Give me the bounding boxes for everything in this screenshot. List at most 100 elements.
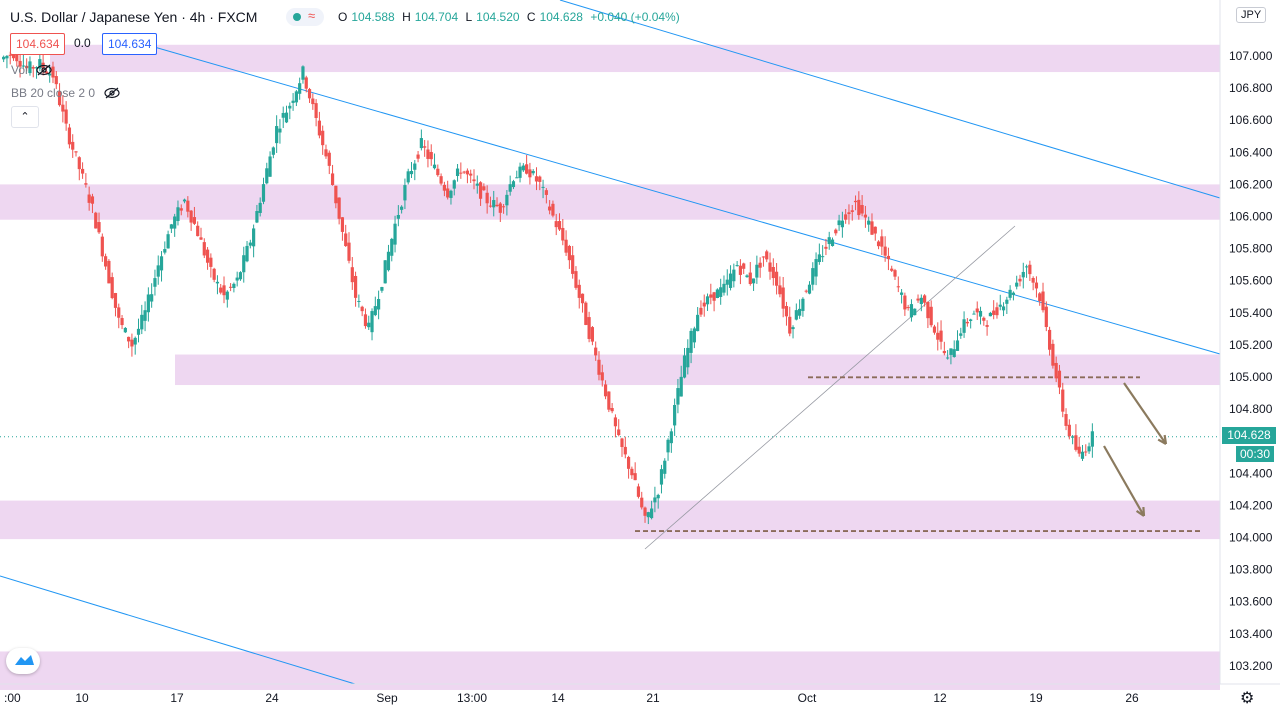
price-tick-label: 103.600: [1229, 595, 1273, 609]
price-tick-label: 106.800: [1229, 81, 1273, 95]
candle-body: [939, 330, 943, 342]
price-tick-label: 105.000: [1229, 370, 1273, 384]
candle-body: [54, 76, 58, 85]
candle-body: [666, 439, 670, 453]
candle-body: [406, 171, 410, 183]
candle-body: [561, 227, 565, 241]
volume-indicator-label[interactable]: Vol: [11, 63, 28, 77]
candle-body: [597, 359, 601, 375]
candle-body: [284, 112, 289, 123]
time-tick-label: 24: [265, 691, 279, 705]
candle-body: [840, 220, 844, 228]
candle-body: [15, 50, 19, 62]
candle-body: [781, 287, 785, 309]
ohlc-close-value: 104.628: [539, 10, 583, 24]
candle-body: [449, 190, 453, 198]
candle-body: [21, 65, 25, 67]
currency-badge[interactable]: JPY: [1236, 7, 1267, 23]
candle-body: [413, 163, 417, 170]
candle-body: [222, 285, 226, 296]
candle-body: [623, 446, 627, 455]
sell-price-button[interactable]: 104.634: [10, 33, 66, 55]
candle-body: [357, 300, 361, 302]
candle-body: [485, 192, 489, 204]
last-price-label: 104.628: [1222, 427, 1276, 444]
candle-body: [192, 217, 197, 224]
candle-body: [853, 200, 858, 203]
descending-trendline: [129, 39, 1221, 355]
candle-body: [482, 186, 486, 191]
price-tick-label: 106.000: [1229, 210, 1273, 224]
candle-body: [978, 310, 983, 317]
candle-body: [252, 228, 256, 247]
time-tick-label: 14: [551, 691, 565, 705]
candle-body: [788, 316, 792, 334]
ohlc-low-key: L: [465, 10, 473, 24]
candle-body: [179, 208, 183, 211]
settings-gear-icon[interactable]: ⚙: [1240, 690, 1255, 707]
candle-body: [896, 286, 900, 288]
candle-body: [1090, 431, 1094, 447]
candle-body: [248, 242, 252, 246]
candle-body: [1034, 282, 1039, 289]
hidden-eye-icon[interactable]: [104, 87, 120, 99]
candle-body: [1077, 446, 1081, 454]
hidden-eye-icon[interactable]: [36, 64, 52, 76]
candle-body: [304, 77, 308, 89]
candle-body: [1080, 451, 1085, 459]
candle-body: [495, 204, 499, 207]
symbol-title[interactable]: U.S. Dollar / Japanese Yen · 4h · FXCM: [10, 9, 258, 25]
candle-body: [893, 270, 897, 277]
candle-body: [298, 83, 302, 94]
candle-body: [830, 239, 835, 247]
candle-body: [363, 314, 368, 327]
candle-body: [722, 283, 726, 293]
candle-body: [1071, 436, 1075, 438]
candle-body: [242, 255, 246, 273]
candle-body: [962, 319, 966, 333]
candle-body: [574, 271, 578, 288]
candle-body: [850, 210, 854, 212]
candle-body: [396, 215, 400, 219]
candle-body: [712, 292, 716, 301]
bollinger-indicator-label[interactable]: BB 20 close 2 0: [11, 86, 96, 100]
candle-body: [659, 469, 664, 485]
candle-body: [317, 120, 322, 136]
candle-body: [817, 254, 821, 263]
candle-body: [367, 322, 371, 328]
candle-body: [732, 269, 736, 282]
candle-body: [275, 126, 279, 144]
forecast-arrow: [1123, 382, 1168, 445]
candle-body: [613, 417, 618, 427]
collapse-legend-button[interactable]: ⌃: [11, 106, 39, 128]
supply-demand-zone: [0, 500, 1220, 540]
candle-body: [432, 164, 437, 169]
candle-body: [1005, 299, 1009, 304]
candle-body: [643, 507, 647, 516]
candle-body: [478, 182, 483, 199]
tradingview-logo-icon[interactable]: [6, 648, 40, 674]
candle-body: [617, 429, 621, 436]
price-tick-label: 103.800: [1229, 563, 1273, 577]
bar-countdown-label: 00:30: [1236, 446, 1274, 462]
candle-body: [501, 206, 506, 208]
candle-body: [123, 327, 127, 333]
market-status[interactable]: ≈: [286, 8, 324, 26]
candle-body: [554, 221, 558, 228]
forecast-arrow: [1103, 445, 1146, 517]
candle-body: [31, 67, 35, 69]
ohlc-change: +0.040 (+0.04%): [590, 10, 680, 24]
candle-body: [159, 256, 164, 271]
candle-body: [1084, 451, 1088, 453]
candle-body: [1024, 266, 1029, 268]
candle-body: [255, 211, 259, 223]
candle-body: [692, 328, 696, 343]
candle-body: [600, 372, 604, 381]
buy-price-button[interactable]: 104.634: [102, 33, 158, 55]
candle-body: [87, 194, 91, 203]
candle-body: [173, 216, 177, 229]
candle-body: [271, 147, 275, 155]
candle-body: [278, 128, 282, 133]
candle-body: [899, 292, 904, 295]
